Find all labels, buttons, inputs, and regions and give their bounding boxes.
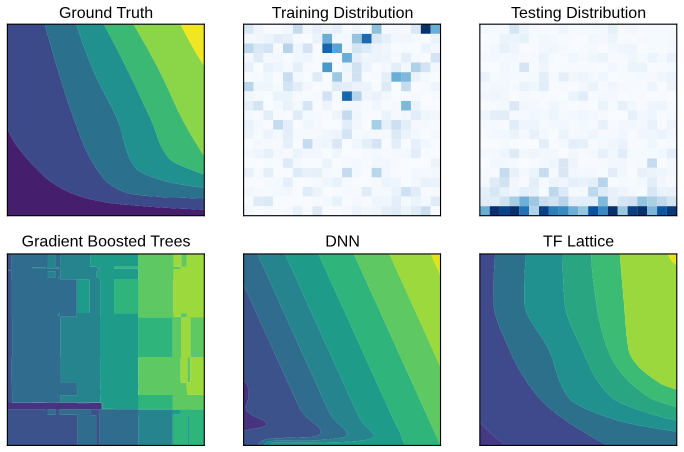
svg-text:Gradient Boosted Trees: Gradient Boosted Trees — [22, 233, 191, 250]
svg-text:TF Lattice: TF Lattice — [543, 233, 614, 250]
svg-text:DNN: DNN — [325, 233, 360, 250]
svg-text:Training Distribution: Training Distribution — [272, 5, 414, 22]
svg-text:Ground Truth: Ground Truth — [59, 5, 153, 22]
svg-text:Testing Distribution: Testing Distribution — [511, 5, 646, 22]
